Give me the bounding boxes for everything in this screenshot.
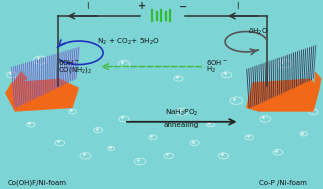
Text: N$_2$ + CO$_2$+ 5H$_2$O: N$_2$ + CO$_2$+ 5H$_2$O	[97, 37, 159, 47]
Text: CO(NH$_2$)$_2$: CO(NH$_2$)$_2$	[58, 65, 92, 75]
Text: $\delta$H$_2$O: $\delta$H$_2$O	[247, 26, 268, 37]
Polygon shape	[246, 79, 320, 112]
Polygon shape	[5, 79, 79, 112]
Text: Co-P /Ni-foam: Co-P /Ni-foam	[259, 180, 307, 186]
Text: 6OH$^-$: 6OH$^-$	[206, 58, 228, 67]
Text: Co(OH)F/Ni-foam: Co(OH)F/Ni-foam	[8, 179, 67, 186]
Polygon shape	[313, 71, 321, 112]
Text: H$_2$: H$_2$	[206, 65, 216, 75]
Polygon shape	[5, 71, 28, 93]
Text: I: I	[237, 2, 239, 11]
Text: −: −	[179, 1, 187, 11]
Text: 6OH$^-$: 6OH$^-$	[58, 58, 80, 67]
Text: +: +	[138, 1, 146, 11]
Text: annealing: annealing	[164, 122, 199, 129]
Text: NaH$_2$PO$_2$: NaH$_2$PO$_2$	[165, 108, 199, 118]
Text: I: I	[86, 2, 89, 11]
